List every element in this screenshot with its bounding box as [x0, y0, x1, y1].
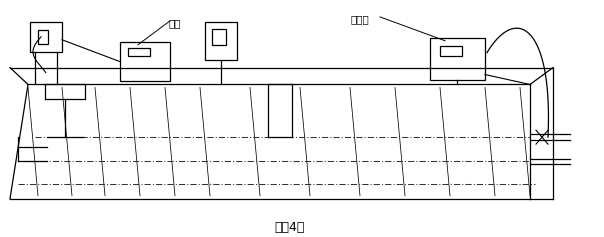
Text: 发机: 发机	[169, 18, 181, 28]
Bar	[120, 42, 170, 82]
Bar	[205, 22, 237, 60]
Bar	[128, 48, 150, 56]
Text: 接收机: 接收机	[351, 14, 370, 24]
Bar	[38, 30, 48, 44]
Bar	[440, 46, 462, 56]
Bar	[430, 38, 485, 79]
Text: （图4）: （图4）	[275, 221, 305, 234]
Bar	[212, 29, 226, 45]
Bar	[30, 22, 62, 52]
